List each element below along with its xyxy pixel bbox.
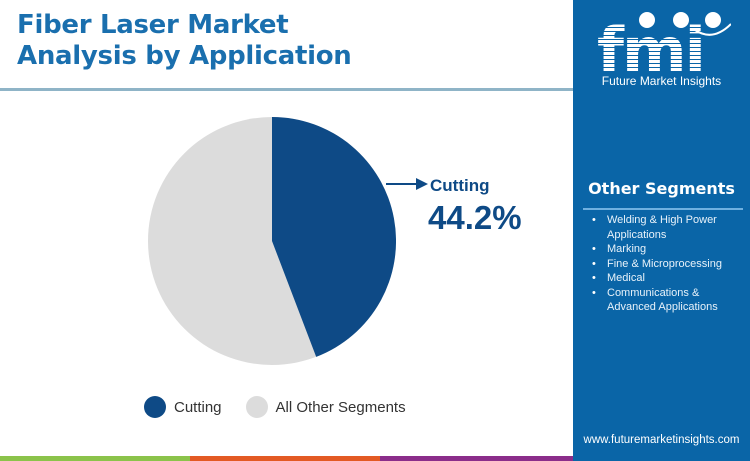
pie-chart xyxy=(148,117,396,365)
legend-item-other: All Other Segments xyxy=(245,396,406,418)
logo-subtitle: Future Market Insights xyxy=(601,74,722,88)
page-title: Fiber Laser Market Analysis by Applicati… xyxy=(17,10,352,72)
title-line-1: Fiber Laser Market xyxy=(17,10,289,40)
pie-slice-cutting xyxy=(272,117,396,357)
legend-label-cutting: Cutting xyxy=(174,398,222,416)
legend-swatch-cutting xyxy=(144,396,166,418)
fmi-logo-icon: fmi xyxy=(597,12,731,78)
other-segments-heading: Other Segments xyxy=(588,179,735,198)
bottom-color-bar-green xyxy=(0,456,190,461)
list-item: Medical xyxy=(581,271,746,286)
list-item: Fine & Microprocessing xyxy=(581,257,746,272)
list-item: Welding & High Power Applications xyxy=(581,213,746,242)
bottom-color-bar-purple xyxy=(380,456,573,461)
legend-label-other: All Other Segments xyxy=(275,398,406,416)
legend-item-cutting: Cutting xyxy=(144,396,222,418)
list-item: Communications & Advanced Applications xyxy=(581,286,746,315)
callout-value: 44.2% xyxy=(428,199,522,236)
legend-swatch-other xyxy=(245,396,268,418)
list-item: Marking xyxy=(581,242,746,257)
arrow-right-icon xyxy=(386,178,428,190)
panel-divider xyxy=(583,208,743,210)
other-segments-list: Welding & High Power Applications Markin… xyxy=(581,213,746,315)
chart-legend: Cutting All Other Segments xyxy=(144,396,430,418)
callout-label: Cutting xyxy=(430,176,490,195)
side-panel: fmi Future Market Insights Other Segment… xyxy=(573,0,750,461)
title-line-2: Analysis by Application xyxy=(17,41,352,71)
bottom-color-bar-orange xyxy=(190,456,380,461)
website-link[interactable]: www.futuremarketinsights.com xyxy=(583,434,740,446)
title-divider xyxy=(0,88,573,91)
